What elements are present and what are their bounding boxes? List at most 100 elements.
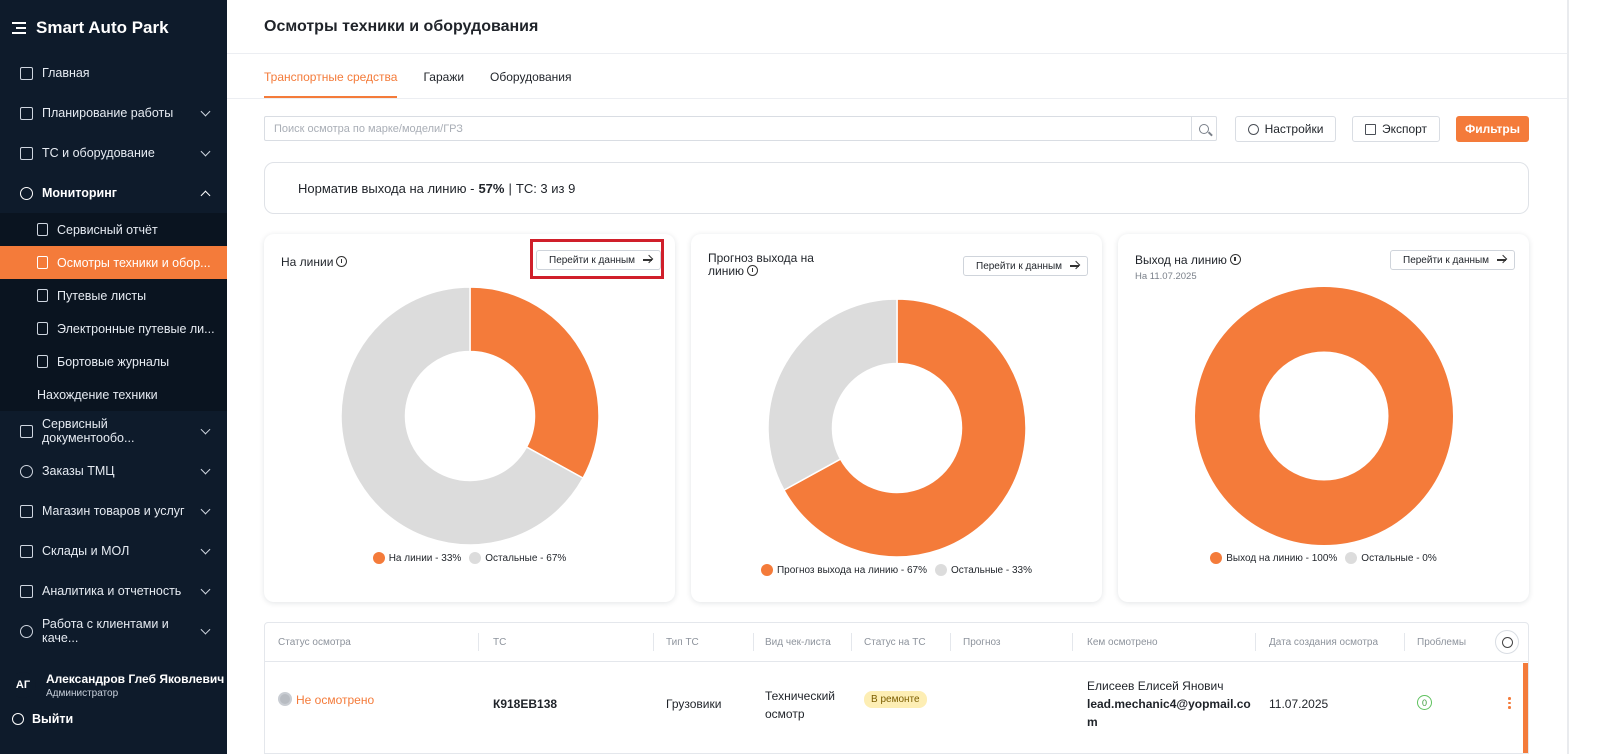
inspector-email: lead.mechanic4@yopmail.co xyxy=(1087,697,1251,711)
column-header[interactable]: Статус осмотра xyxy=(278,637,351,648)
checklist-line: Технический xyxy=(765,689,835,703)
legend-label: На линии - 33% xyxy=(388,552,462,564)
sidebar-item-label: Сервисный отчёт xyxy=(57,222,158,237)
column-header[interactable]: Дата создания осмотра xyxy=(1269,637,1379,648)
sidebar-item-label: Электронные путевые ли... xyxy=(57,321,215,336)
sidebar-item-label: ТС и оборудование xyxy=(42,146,155,160)
sidebar-item-label: Работа с клиентами и каче... xyxy=(42,617,169,645)
go-to-data-button[interactable]: Перейти к данным xyxy=(1390,250,1516,270)
sidebar-item-service-docs[interactable]: Сервисный документообо... xyxy=(0,411,227,451)
sidebar-item-analytics[interactable]: Аналитика и отчетность xyxy=(0,571,227,611)
table-row[interactable]: Не осмотрено К918ЕВ138 Грузовики Техниче… xyxy=(265,663,1528,753)
sidebar-nav: Главная Планирование работы ТС и оборудо… xyxy=(0,53,227,213)
column-divider xyxy=(653,633,654,651)
user-profile[interactable]: АГ Александров Глеб Яковлевич Администра… xyxy=(0,660,227,710)
donut-slice-остальные[interactable] xyxy=(340,286,585,546)
sidebar-item-monitoring[interactable]: Мониторинг xyxy=(0,173,227,213)
filters-button[interactable]: Фильтры xyxy=(1456,116,1529,142)
sidebar-item-vehicles[interactable]: ТС и оборудование xyxy=(0,133,227,173)
column-header[interactable]: Тип ТС xyxy=(666,637,699,648)
column-header[interactable]: Вид чек-листа xyxy=(765,637,831,648)
sidebar-item-orders[interactable]: Заказы ТМЦ xyxy=(0,451,227,491)
problems-count[interactable]: 0 xyxy=(1417,695,1432,710)
menu-collapse-icon[interactable] xyxy=(12,22,26,34)
logout-button[interactable]: Выйти xyxy=(12,712,73,726)
brand[interactable]: Smart Auto Park xyxy=(0,0,227,56)
tabs: Транспортные средства Гаражи Оборудовани… xyxy=(227,54,1567,99)
column-header[interactable]: Проблемы xyxy=(1417,637,1467,648)
cell-problems: 0 xyxy=(1417,695,1432,710)
sidebar-subitem-e-waybills[interactable]: Электронные путевые ли... xyxy=(0,312,227,345)
donut-slice-прогноз-выхода-на-линию[interactable] xyxy=(782,298,1027,558)
donut-slice-остальные[interactable] xyxy=(767,298,898,492)
sidebar-item-clients[interactable]: Работа с клиентами и каче... xyxy=(0,611,227,651)
sidebar-item-warehouses[interactable]: Склады и МОЛ xyxy=(0,531,227,571)
tab-equipment[interactable]: Оборудования xyxy=(490,70,572,84)
logout-icon xyxy=(12,713,24,725)
sidebar-item-label: Сервисный документообо... xyxy=(42,417,135,445)
settings-button[interactable]: Настройки xyxy=(1235,116,1336,142)
card-title-text: На линии xyxy=(281,255,334,269)
go-to-data-button[interactable]: Перейти к данным xyxy=(536,250,662,270)
person-icon xyxy=(20,624,33,638)
sidebar-item-home[interactable]: Главная xyxy=(0,53,227,93)
document-icon xyxy=(37,322,48,335)
norm-banner: Норматив выхода на линию - 57% | ТС: 3 и… xyxy=(264,162,1529,214)
donut-slice-на-линии[interactable] xyxy=(469,286,600,480)
legend-item: Остальные - 0% xyxy=(1345,552,1437,564)
column-divider xyxy=(478,633,479,651)
column-header[interactable]: ТС xyxy=(493,637,507,648)
sidebar-item-label: Аналитика и отчетность xyxy=(42,584,182,598)
sidebar-subitem-location[interactable]: Нахождение техники xyxy=(0,378,227,411)
brand-name: Smart Auto Park xyxy=(36,18,169,37)
column-header[interactable]: Прогноз xyxy=(963,637,1001,648)
card-title: Выход на линию xyxy=(1135,254,1241,267)
go-to-data-button[interactable]: Перейти к данным xyxy=(963,256,1089,276)
info-icon[interactable] xyxy=(1229,254,1241,265)
gear-icon xyxy=(1247,123,1259,135)
chevron-down-icon xyxy=(200,146,211,156)
chevron-down-icon xyxy=(200,106,211,116)
tab-garages[interactable]: Гаражи xyxy=(423,70,465,84)
column-header[interactable]: Кем осмотрено xyxy=(1087,637,1158,648)
export-icon xyxy=(1364,123,1376,135)
tab-vehicles[interactable]: Транспортные средства xyxy=(264,70,398,98)
sidebar-subitem-inspections[interactable]: Осмотры техники и обор... xyxy=(0,246,227,279)
sidebar-subitem-waybills[interactable]: Путевые листы xyxy=(0,279,227,312)
sidebar-item-planning[interactable]: Планирование работы xyxy=(0,93,227,133)
search-button[interactable] xyxy=(1191,117,1216,140)
home-icon xyxy=(20,66,33,80)
sidebar-item-label: Путевые листы xyxy=(57,288,147,303)
legend-dot xyxy=(760,564,773,576)
sidebar-item-shop[interactable]: Магазин товаров и услуг xyxy=(0,491,227,531)
info-icon[interactable] xyxy=(336,256,348,267)
card-forecast: Прогноз выхода на линию Перейти к данным… xyxy=(691,234,1102,602)
legend-label: Прогноз выхода на линию - 67% xyxy=(776,564,927,576)
sidebar-subitem-logbooks[interactable]: Бортовые журналы xyxy=(0,345,227,378)
table-settings-button[interactable] xyxy=(1495,630,1519,654)
legend-item: На линии - 33% xyxy=(372,552,462,564)
sidebar-subitem-service-report[interactable]: Сервисный отчёт xyxy=(0,213,227,246)
column-header[interactable]: Статус на ТС xyxy=(864,637,926,648)
norm-vehicles: ТС: 3 из 9 xyxy=(515,180,576,196)
export-button[interactable]: Экспорт xyxy=(1352,116,1440,142)
checklist-line: осмотр xyxy=(765,707,805,721)
inspections-table: Статус осмотра ТС Тип ТС Вид чек-листа С… xyxy=(264,622,1529,754)
page-scrollbar-area xyxy=(1567,0,1600,754)
legend-dot xyxy=(1345,552,1358,564)
search-input[interactable] xyxy=(265,117,1191,140)
column-divider xyxy=(950,633,951,651)
card-exit: Выход на линию На 11.07.2025 Перейти к д… xyxy=(1118,234,1529,602)
info-icon[interactable] xyxy=(747,265,759,276)
document-icon xyxy=(37,256,48,269)
donut-chart xyxy=(767,298,1027,558)
page-scrollbar[interactable] xyxy=(1567,0,1569,754)
column-divider xyxy=(753,633,754,651)
go-to-data-label: Перейти к данным xyxy=(549,254,636,266)
page-title: Осмотры техники и оборудования xyxy=(227,0,1567,54)
status-icon xyxy=(278,692,292,706)
more-icon[interactable] xyxy=(1508,697,1511,711)
norm-label: Норматив выхода на линию - xyxy=(298,180,475,196)
cell-vehicle[interactable]: К918ЕВ138 xyxy=(493,697,558,711)
donut-slice-выход-на-линию[interactable] xyxy=(1195,287,1453,545)
